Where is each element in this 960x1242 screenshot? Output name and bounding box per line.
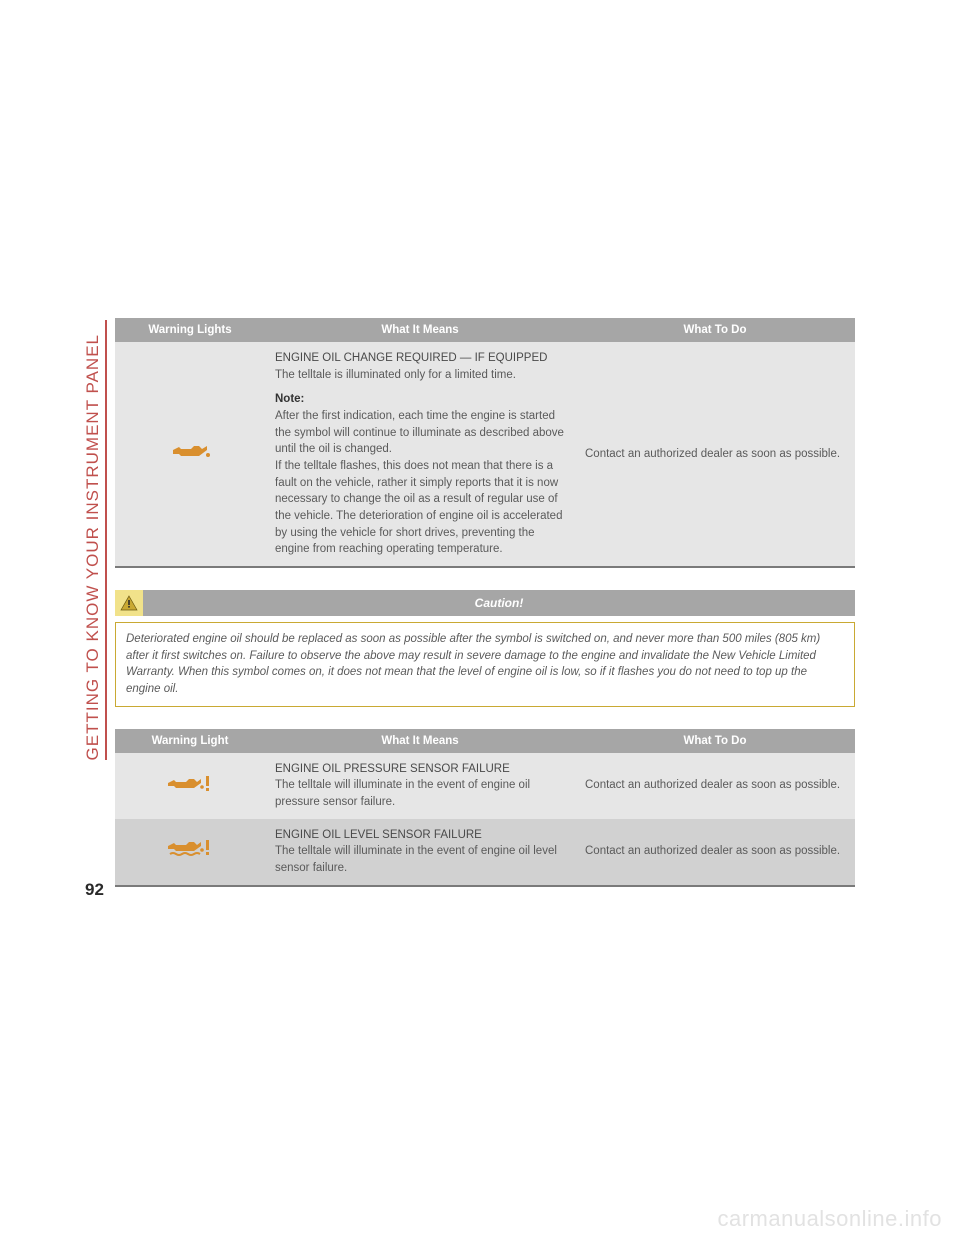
warning-title: ENGINE OIL LEVEL SENSOR FAILURE [275, 827, 565, 844]
warning-title: ENGINE OIL PRESSURE SENSOR FAILURE [275, 761, 565, 778]
table-row: ENGINE OIL CHANGE REQUIRED — IF EQUIPPED… [115, 342, 855, 566]
oil-can-exclaim-icon [166, 772, 214, 794]
what-it-means-cell: ENGINE OIL LEVEL SENSOR FAILURE The tell… [265, 819, 575, 885]
caution-triangle-icon [115, 590, 143, 616]
warning-icon-cell [115, 342, 265, 566]
section-side-rule [105, 320, 107, 760]
table-row: ENGINE OIL PRESSURE SENSOR FAILURE The t… [115, 753, 855, 819]
th-what-to-do: What To Do [575, 729, 855, 753]
caution-body: Deteriorated engine oil should be replac… [115, 622, 855, 707]
page-content: Warning Lights What It Means What To Do … [115, 318, 855, 887]
oil-level-exclaim-icon [166, 837, 214, 861]
note-body: After the first indication, each time th… [275, 408, 565, 558]
warning-body: The telltale will illuminate in the even… [275, 777, 565, 810]
caution-bar: Caution! [115, 590, 855, 616]
warning-table-1: Warning Lights What It Means What To Do … [115, 318, 855, 566]
table-row: ENGINE OIL LEVEL SENSOR FAILURE The tell… [115, 819, 855, 885]
th-what-to-do: What To Do [575, 318, 855, 342]
what-to-do-cell: Contact an authorized dealer as soon as … [575, 753, 855, 819]
watermark-text: carmanualsonline.info [717, 1206, 942, 1232]
warning-table-2: Warning Light What It Means What To Do E… [115, 729, 855, 885]
note-label: Note: [275, 391, 565, 408]
th-what-it-means: What It Means [265, 318, 575, 342]
oil-can-icon [169, 440, 211, 462]
warning-line1: The telltale is illuminated only for a l… [275, 367, 565, 384]
what-it-means-cell: ENGINE OIL CHANGE REQUIRED — IF EQUIPPED… [265, 342, 575, 566]
table-header-row: Warning Lights What It Means What To Do [115, 318, 855, 342]
table-header-row: Warning Light What It Means What To Do [115, 729, 855, 753]
warning-title: ENGINE OIL CHANGE REQUIRED — IF EQUIPPED [275, 350, 565, 367]
warning-body: The telltale will illuminate in the even… [275, 843, 565, 876]
warning-icon-cell [115, 753, 265, 819]
table-divider [115, 885, 855, 887]
warning-icon-cell [115, 819, 265, 885]
what-to-do-cell: Contact an authorized dealer as soon as … [575, 819, 855, 885]
caution-title: Caution! [143, 590, 855, 616]
section-side-label-text: GETTING TO KNOW YOUR INSTRUMENT PANEL [83, 334, 103, 760]
page-number: 92 [85, 880, 104, 900]
what-to-do-cell: Contact an authorized dealer as soon as … [575, 342, 855, 566]
th-what-it-means: What It Means [265, 729, 575, 753]
th-warning-light: Warning Light [115, 729, 265, 753]
section-side-label: GETTING TO KNOW YOUR INSTRUMENT PANEL [80, 320, 105, 760]
th-warning-lights: Warning Lights [115, 318, 265, 342]
what-it-means-cell: ENGINE OIL PRESSURE SENSOR FAILURE The t… [265, 753, 575, 819]
table-divider [115, 566, 855, 568]
